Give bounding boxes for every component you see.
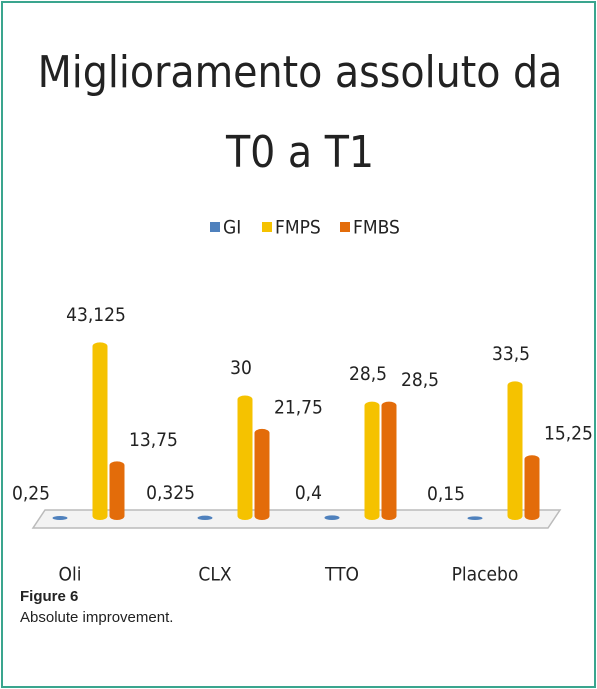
data-label: 43,125: [66, 304, 126, 326]
legend-label: GI: [223, 217, 241, 239]
bar: [524, 455, 540, 520]
x-tick-label: Oli: [59, 564, 82, 586]
bar: [467, 516, 483, 520]
data-label: 30: [230, 357, 252, 379]
data-label: 0,25: [12, 482, 50, 504]
bar: [109, 461, 125, 520]
bar: [381, 401, 397, 520]
legend-label: FMBS: [353, 217, 400, 239]
data-label: 33,5: [492, 343, 530, 365]
x-tick-label: CLX: [198, 564, 231, 586]
data-label: 15,25: [544, 423, 593, 445]
data-label: 28,5: [349, 363, 387, 385]
bar: [52, 515, 68, 520]
figure-caption: Absolute improvement.: [20, 609, 173, 626]
chart-title: T0 a T1: [225, 127, 374, 178]
legend-label: FMPS: [275, 217, 321, 239]
data-label: 0,15: [427, 483, 465, 505]
data-label: 21,75: [274, 396, 323, 418]
bar: [197, 515, 213, 520]
data-label: 13,75: [129, 429, 178, 451]
bar: [92, 342, 108, 520]
data-label: 0,4: [295, 482, 322, 504]
bar: [507, 381, 523, 520]
bar: [254, 428, 270, 520]
chart-title: Miglioramento assoluto da: [38, 47, 563, 98]
bar: [237, 395, 253, 520]
bar: [364, 401, 380, 520]
legend-swatch: [340, 222, 350, 232]
legend-swatch: [262, 222, 272, 232]
data-label: 28,5: [401, 369, 439, 391]
figure-label: Figure 6: [20, 588, 78, 605]
x-tick-label: TTO: [324, 564, 359, 586]
legend-swatch: [210, 222, 220, 232]
x-tick-label: Placebo: [452, 564, 519, 586]
bar: [324, 515, 340, 520]
data-label: 0,325: [146, 482, 195, 504]
